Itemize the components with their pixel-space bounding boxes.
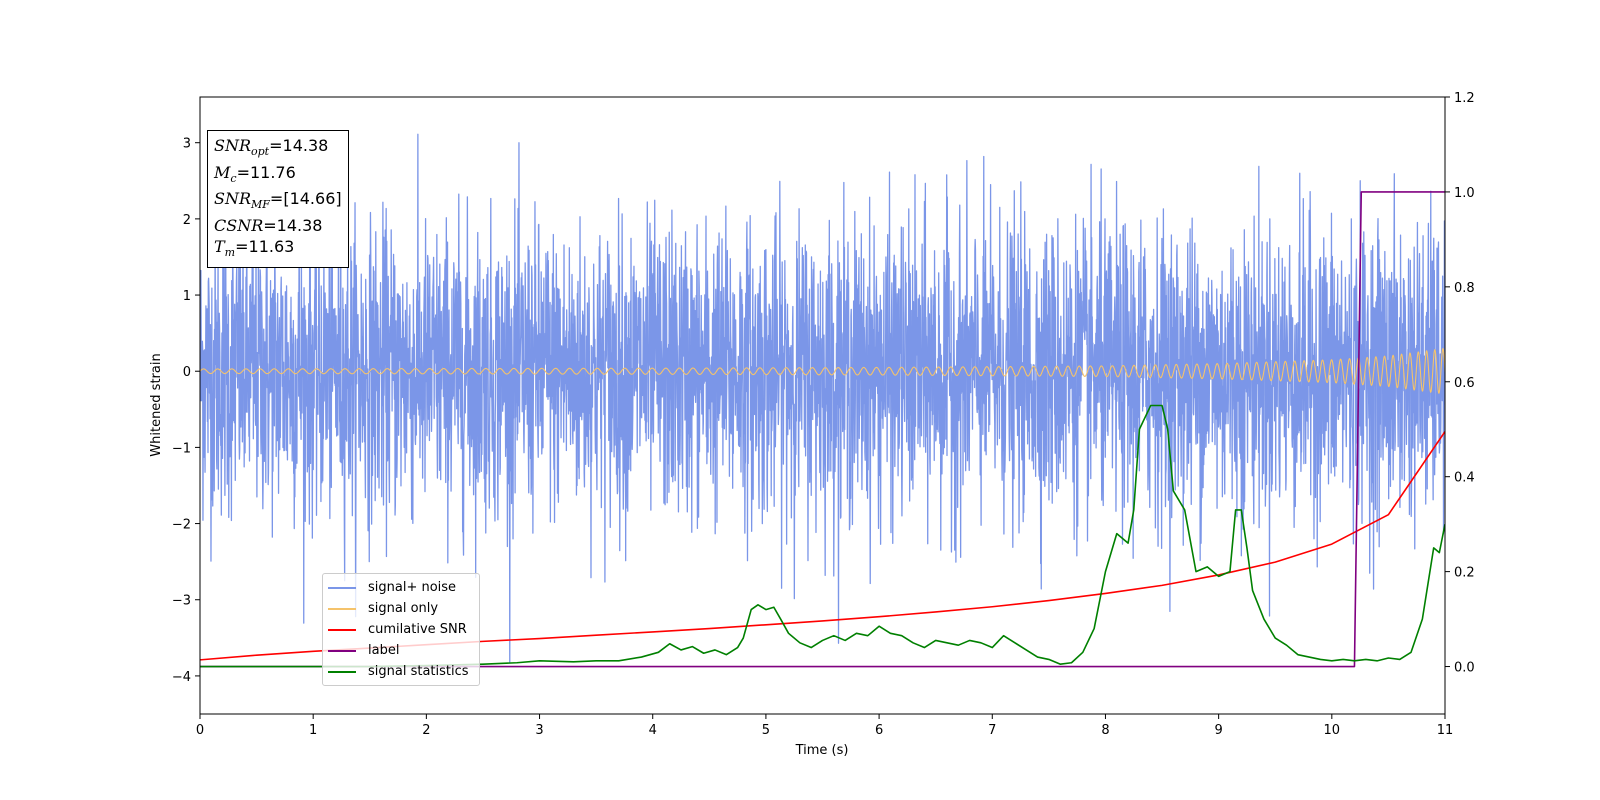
x-tick-label: 3: [535, 723, 543, 738]
x-tick-label: 5: [762, 723, 770, 738]
annotation-mc: Mc=11.76: [214, 162, 296, 185]
legend-swatch: [328, 586, 356, 589]
y-right-tick-label: 0.2: [1454, 566, 1475, 581]
series-label: [200, 191, 1445, 668]
y-right-tick-label: 0.4: [1454, 471, 1475, 486]
legend-item-signal-noise: signal+ noise: [323, 577, 479, 598]
y-left-tick-label: −3: [172, 594, 191, 609]
y-right-tick-label: 1.2: [1454, 91, 1475, 106]
legend-swatch: [328, 670, 356, 673]
x-tick-label: 9: [1214, 723, 1222, 738]
y-left-axis-ticks: 3 2 1 0 −1 −2 −3 −4: [172, 137, 200, 685]
x-tick-label: 11: [1437, 723, 1454, 738]
annotation-csnr: CSNR=14.38: [214, 216, 323, 236]
y-right-tick-label: 0.0: [1454, 661, 1475, 676]
y-left-tick-label: 3: [183, 137, 191, 152]
x-tick-label: 10: [1324, 723, 1341, 738]
plot-frame: [199, 96, 1446, 715]
annotation-snr-mf: SNRMF=[14.66]: [214, 189, 342, 212]
series-signal-statistics: [200, 404, 1445, 668]
x-tick-label: 4: [649, 723, 657, 738]
y-left-tick-label: −1: [172, 441, 191, 456]
legend-swatch: [328, 649, 356, 652]
y-right-axis-ticks: 1.2 1.0 0.8 0.6 0.4 0.2 0.0: [1445, 91, 1475, 676]
x-tick-label: 6: [875, 723, 883, 738]
x-tick-label: 8: [1101, 723, 1109, 738]
annotation-snr-opt: SNRopt=14.38: [214, 136, 329, 159]
x-tick-label: 0: [196, 723, 204, 738]
legend-item-label: label: [323, 640, 479, 661]
y-right-tick-label: 0.8: [1454, 281, 1475, 296]
x-tick-label: 1: [309, 723, 317, 738]
legend-swatch: [328, 607, 356, 610]
x-tick-label: 7: [988, 723, 996, 738]
legend-item-cumulative-snr: cumilative SNR: [323, 619, 479, 640]
y-left-tick-label: 0: [183, 365, 191, 380]
y-right-tick-label: 0.6: [1454, 376, 1475, 391]
legend: signal+ noise signal only cumilative SNR…: [322, 573, 480, 686]
x-axis-ticks: 0 1 2 3 4 5 6 7 8 9 10 11: [196, 714, 1453, 738]
y-left-tick-label: 2: [183, 213, 191, 228]
annotation-box: SNRopt=14.38 Mc=11.76 SNRMF=[14.66] CSNR…: [207, 130, 349, 269]
legend-swatch: [328, 628, 356, 631]
x-axis-label: Time (s): [795, 743, 849, 758]
legend-item-signal-statistics: signal statistics: [323, 661, 479, 682]
annotation-tm: Tm=11.63: [214, 236, 295, 259]
y-right-tick-label: 1.0: [1454, 186, 1475, 201]
x-tick-label: 2: [422, 723, 430, 738]
y-left-tick-label: −4: [172, 670, 191, 685]
legend-item-signal-only: signal only: [323, 598, 479, 619]
y-left-tick-label: 1: [183, 289, 191, 304]
series-signal-only: [200, 347, 1445, 394]
y-axis-label: Whitened strain: [149, 353, 164, 456]
y-left-tick-label: −2: [172, 518, 191, 533]
series-signal-noise: [200, 133, 1445, 663]
